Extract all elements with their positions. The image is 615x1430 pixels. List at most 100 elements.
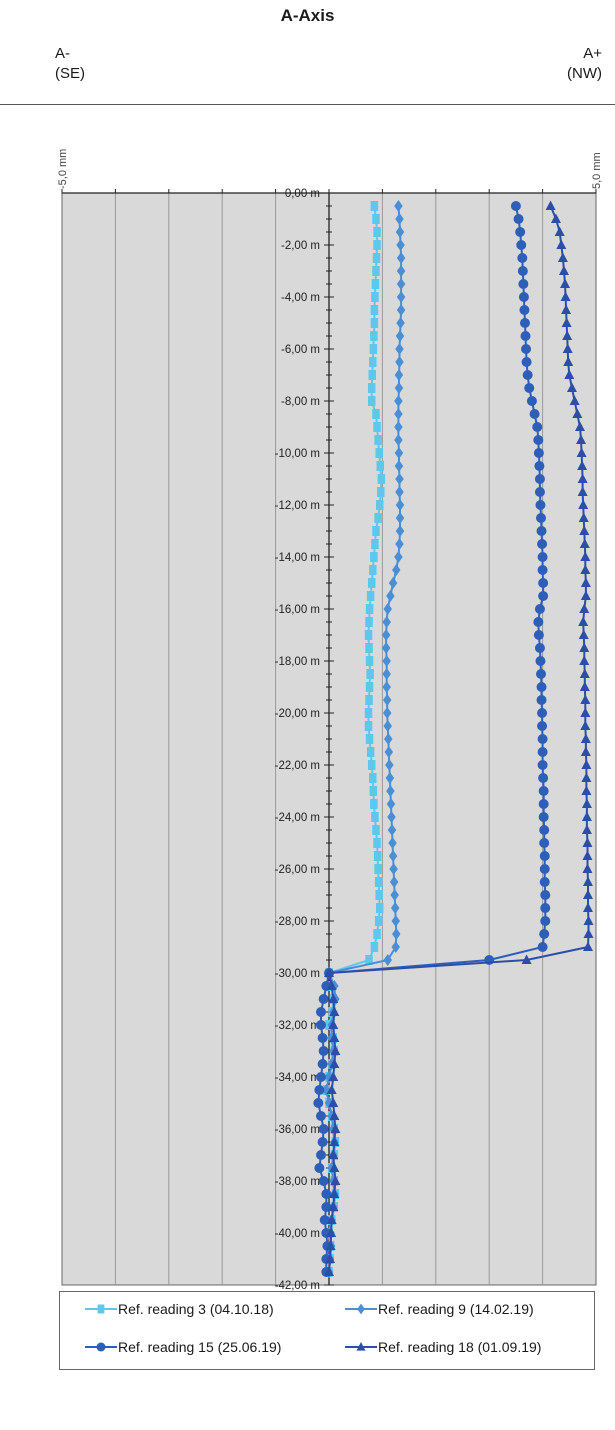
data-point bbox=[314, 1163, 325, 1173]
data-point bbox=[371, 812, 379, 822]
data-point bbox=[533, 448, 544, 458]
data-point bbox=[579, 681, 590, 691]
data-point bbox=[372, 825, 380, 835]
data-point bbox=[577, 473, 588, 483]
data-point bbox=[364, 721, 373, 731]
data-point bbox=[329, 1058, 340, 1068]
data-point bbox=[396, 304, 406, 316]
data-point bbox=[373, 838, 381, 848]
data-point bbox=[329, 1136, 340, 1146]
negative-axis-label: A- bbox=[55, 45, 70, 62]
header-divider bbox=[0, 104, 615, 105]
data-point bbox=[365, 695, 373, 705]
data-point bbox=[583, 915, 594, 925]
depth-tick-label: 0,00 m bbox=[285, 188, 320, 200]
legend-swatch bbox=[85, 1342, 117, 1352]
data-point bbox=[581, 785, 592, 795]
depth-tick-label: -32,00 m bbox=[275, 1020, 320, 1032]
chart-title: A-Axis bbox=[280, 6, 335, 25]
data-point bbox=[580, 746, 591, 756]
data-point bbox=[369, 344, 378, 354]
data-point bbox=[576, 434, 587, 444]
data-point bbox=[517, 253, 528, 263]
data-point bbox=[561, 317, 572, 327]
data-point bbox=[373, 227, 381, 237]
data-point bbox=[318, 1124, 329, 1134]
data-point bbox=[534, 474, 545, 484]
depth-tick-label: -16,00 m bbox=[275, 604, 320, 616]
data-point bbox=[396, 252, 406, 264]
data-point bbox=[537, 747, 548, 757]
data-point bbox=[315, 1150, 326, 1160]
data-point bbox=[395, 356, 404, 368]
data-point bbox=[371, 292, 379, 302]
data-point bbox=[538, 591, 549, 601]
depth-tick-label: -40,00 m bbox=[275, 1228, 320, 1240]
depth-tick-label: -38,00 m bbox=[275, 1176, 320, 1188]
data-point bbox=[538, 786, 549, 796]
data-point bbox=[580, 577, 591, 587]
data-point bbox=[536, 695, 547, 705]
data-point bbox=[382, 681, 391, 693]
data-point bbox=[533, 630, 544, 640]
data-point bbox=[330, 1045, 341, 1055]
data-point bbox=[325, 1240, 336, 1250]
data-point bbox=[315, 1020, 326, 1030]
data-point bbox=[392, 928, 401, 940]
data-point bbox=[382, 694, 392, 706]
data-point bbox=[578, 629, 589, 639]
legend-label: Ref. reading 15 (25.06.19) bbox=[118, 1339, 282, 1355]
data-point bbox=[581, 811, 592, 821]
data-point bbox=[394, 447, 404, 459]
positive-axis-label: A+ bbox=[583, 45, 602, 62]
legend-swatch bbox=[345, 1342, 377, 1351]
data-point bbox=[521, 344, 532, 354]
data-point bbox=[564, 369, 575, 379]
data-point bbox=[318, 1046, 329, 1056]
data-point bbox=[539, 851, 550, 861]
data-point bbox=[392, 564, 401, 576]
data-point bbox=[395, 226, 405, 238]
data-point bbox=[538, 773, 549, 783]
data-point bbox=[369, 565, 377, 575]
data-point bbox=[518, 292, 529, 302]
data-point bbox=[328, 1097, 339, 1107]
depth-tick-label: -4,00 m bbox=[281, 292, 320, 304]
data-point bbox=[522, 370, 533, 380]
data-point bbox=[396, 291, 406, 303]
data-point bbox=[382, 707, 392, 719]
data-point bbox=[328, 993, 339, 1003]
positive-direction-label: A+ (NW) bbox=[567, 44, 602, 84]
data-point bbox=[579, 668, 590, 678]
data-point bbox=[318, 1176, 329, 1186]
data-point bbox=[538, 812, 549, 822]
data-point bbox=[326, 1084, 337, 1094]
data-point bbox=[387, 811, 396, 823]
data-point bbox=[569, 395, 580, 405]
data-point bbox=[539, 864, 550, 874]
data-point bbox=[577, 460, 588, 470]
data-point bbox=[365, 656, 374, 666]
data-point bbox=[540, 916, 551, 926]
data-point bbox=[580, 707, 591, 717]
data-point bbox=[321, 1202, 332, 1212]
data-point bbox=[538, 799, 549, 809]
data-point bbox=[516, 240, 527, 250]
data-point bbox=[365, 734, 374, 744]
data-point bbox=[539, 825, 550, 835]
data-point bbox=[556, 239, 567, 249]
legend-swatch bbox=[85, 1304, 117, 1314]
data-point bbox=[391, 915, 400, 927]
data-point bbox=[394, 551, 403, 563]
data-point bbox=[394, 460, 404, 472]
data-point bbox=[396, 278, 406, 290]
data-point bbox=[580, 564, 591, 574]
x-axis-min-label: -5,0 mm bbox=[57, 149, 69, 189]
data-point bbox=[394, 395, 403, 407]
data-point bbox=[545, 200, 556, 210]
data-point bbox=[396, 265, 406, 277]
data-point bbox=[560, 291, 571, 301]
data-point bbox=[370, 201, 379, 211]
data-point bbox=[373, 422, 381, 432]
data-point bbox=[386, 785, 395, 797]
